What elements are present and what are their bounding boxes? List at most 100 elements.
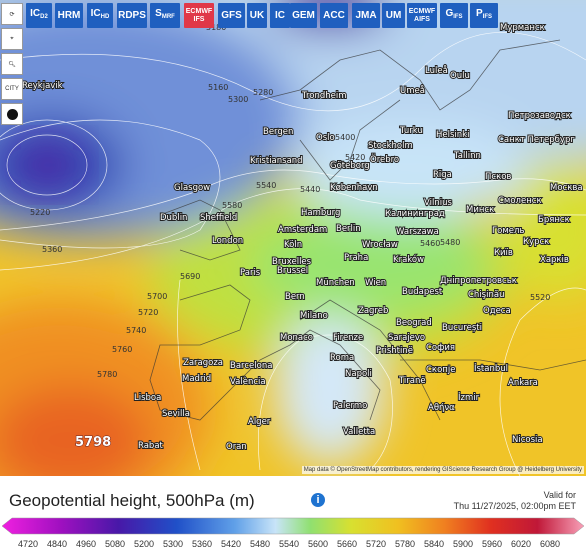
model-button[interactable]: GIFS — [440, 3, 468, 28]
model-button[interactable]: ECMWF IFS — [184, 3, 214, 28]
model-button[interactable]: IC — [270, 3, 290, 28]
model-button[interactable]: GFS — [218, 3, 245, 28]
city-label: Москва — [550, 183, 583, 193]
city-label: İstanbul — [474, 363, 508, 374]
scale-label: 5960 — [481, 539, 503, 549]
scale-label: 5720 — [365, 539, 387, 549]
city-label: İzmir — [458, 392, 480, 403]
model-button[interactable]: ICHD — [87, 3, 113, 28]
city-label: Київ — [494, 248, 513, 258]
city-label: Prishtinë — [376, 346, 413, 356]
city-label: Dublin — [160, 213, 187, 223]
model-button[interactable]: ICD2 — [26, 3, 52, 28]
city-label: Одеса — [483, 306, 511, 316]
dot-button[interactable] — [1, 103, 23, 125]
city-label: Paris — [240, 268, 261, 278]
contour-label: 5760 — [112, 345, 132, 354]
city-label: Chişinău — [468, 290, 504, 300]
city-label: Monaco — [280, 333, 313, 343]
city-label: Stockholm — [368, 141, 413, 151]
contour-label: 5160 — [208, 83, 228, 92]
valid-label: Valid for — [543, 490, 576, 500]
scale-label: 5200 — [133, 539, 155, 549]
contour-label: 5700 — [147, 292, 167, 301]
city-label: Umeå — [400, 85, 425, 96]
model-button[interactable]: JMA — [352, 3, 380, 28]
city-label: Брянск — [538, 215, 570, 225]
info-button[interactable]: i — [311, 493, 325, 507]
contour-label: 5480 — [440, 238, 460, 247]
city-label: София — [426, 343, 455, 353]
attribution: Map data © OpenStreetMap contributors, r… — [301, 466, 584, 474]
city-label: Tallinn — [453, 151, 481, 161]
model-name: GIFS — [445, 8, 463, 21]
city-label: Дніпропетровськ — [440, 276, 517, 286]
city-label: Rabat — [138, 441, 164, 451]
city-label: Zaragoza — [183, 358, 223, 368]
city-label: Reykjavik — [22, 81, 63, 91]
city-label: Oulu — [450, 71, 470, 81]
city-label: Hamburg — [301, 208, 340, 218]
contour-label: 5280 — [253, 88, 273, 97]
model-name: SMRF — [155, 8, 175, 21]
scale-label: 5840 — [423, 539, 445, 549]
city-label: Nicosia — [512, 435, 543, 445]
city-label: Wien — [365, 278, 386, 288]
model-button[interactable]: GEM — [290, 3, 317, 28]
color-bar — [1, 517, 585, 535]
model-button[interactable]: UK — [247, 3, 267, 28]
location-button[interactable]: ⌖ — [1, 28, 23, 50]
city-label: Milano — [300, 311, 328, 321]
model-name: PIFS — [475, 8, 492, 21]
model-button[interactable]: ACC — [320, 3, 348, 28]
contour-label: 5420 — [345, 153, 365, 162]
model-button[interactable]: ECMWF AIFS — [407, 3, 437, 28]
city-label: Turku — [399, 126, 423, 136]
city-label: Trondheim — [301, 91, 347, 101]
city-label: Beograd — [396, 318, 432, 328]
model-button[interactable]: SMRF — [150, 3, 180, 28]
model-button[interactable]: PIFS — [470, 3, 498, 28]
model-name: ECMWF — [408, 7, 436, 15]
model-sub: HD — [100, 14, 110, 20]
scale-label: 5360 — [191, 539, 213, 549]
model-button[interactable]: RDPS — [117, 3, 147, 28]
city-label: Kristiansand — [250, 156, 303, 166]
model-name: ACC — [323, 9, 345, 21]
scale-label: 5420 — [220, 539, 242, 549]
scale-label: 5080 — [104, 539, 126, 549]
city-label: Tiranë — [398, 376, 426, 386]
scale-label: 4960 — [75, 539, 97, 549]
contour-label: 5690 — [180, 272, 200, 281]
zoom-button[interactable]: 🔍︎ — [1, 53, 23, 75]
scale-label: 5480 — [249, 539, 271, 549]
city-label: Warszawa — [396, 227, 439, 237]
contour-label: 5440 — [300, 185, 320, 194]
contour-label: 5520 — [530, 293, 550, 302]
model-name: JMA — [355, 9, 377, 21]
city-label: Zagreb — [358, 306, 388, 316]
city-label: Valletta — [343, 427, 375, 437]
city-label: Lisboa — [134, 393, 161, 403]
model-name: UM — [385, 9, 402, 21]
contour-label: 5360 — [42, 245, 62, 254]
city-label: Örebro — [370, 154, 399, 165]
city-label: Berlin — [336, 224, 361, 234]
model-button[interactable]: UM — [382, 3, 405, 28]
city-label: Псков — [485, 172, 511, 182]
city-label: Sevilla — [162, 409, 190, 419]
city-label: Palermo — [333, 401, 367, 411]
city-label: Калининград — [385, 209, 445, 219]
city-label: Praha — [344, 253, 368, 263]
refresh-button[interactable]: ⟳ — [1, 3, 23, 25]
city-label: Bergen — [263, 127, 293, 137]
contour-label: 5740 — [126, 326, 146, 335]
model-button[interactable]: HRM — [55, 3, 83, 28]
city-label: Firenze — [333, 333, 363, 343]
city-button[interactable]: CITY — [1, 78, 23, 100]
city-label: Barcelona — [230, 361, 272, 371]
city-label: București — [442, 323, 482, 333]
model-name: ICD2 — [30, 8, 48, 21]
